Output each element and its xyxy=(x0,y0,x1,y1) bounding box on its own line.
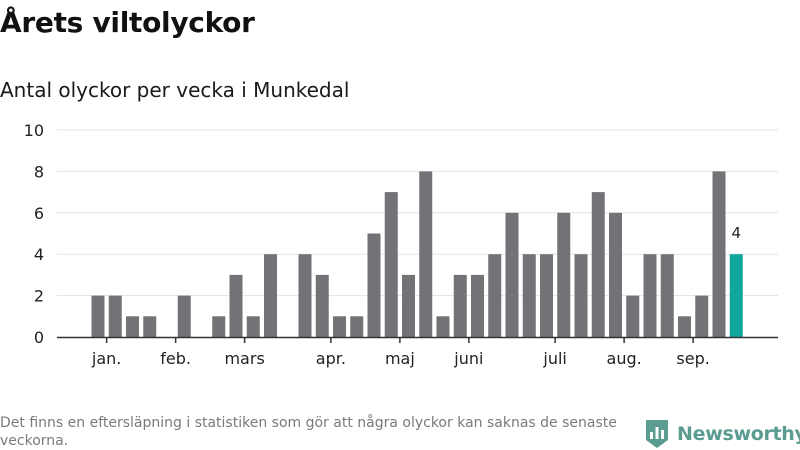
brand-name: Newsworthy xyxy=(677,423,800,445)
bar xyxy=(367,233,381,337)
bar xyxy=(540,254,553,337)
x-tick-label: feb. xyxy=(160,349,191,368)
bar-highlight xyxy=(729,254,743,337)
x-tick-labels: jan. feb. mars apr. maj juni juli aug. sep. xyxy=(91,337,710,368)
bar xyxy=(143,316,157,337)
bar xyxy=(229,274,243,337)
bar xyxy=(350,316,364,337)
bar xyxy=(436,316,450,337)
data-label-highlight: 4 xyxy=(731,224,741,242)
y-tick-label: 0 xyxy=(34,328,44,347)
bar xyxy=(574,254,588,337)
bar xyxy=(91,295,105,337)
y-tick-label: 10 xyxy=(24,121,44,140)
x-tick-label: juni xyxy=(453,349,483,368)
footnote: Det finns en eftersläpning i statistiken… xyxy=(0,415,617,449)
chart-title: Årets viltolyckor xyxy=(0,6,255,39)
bar xyxy=(712,171,726,337)
bar xyxy=(419,171,433,337)
bar xyxy=(315,274,329,337)
x-tick-label: aug. xyxy=(607,349,642,368)
bar xyxy=(643,254,657,337)
bar xyxy=(298,254,312,337)
bar xyxy=(591,192,605,337)
bar-chart: 0 2 4 6 8 10 jan. feb. mars apr. maj juni juli aug. s… xyxy=(24,121,778,368)
y-tick-label: 6 xyxy=(34,204,44,223)
bar xyxy=(488,254,502,337)
bar xyxy=(505,212,519,337)
x-tick-label: apr. xyxy=(316,349,346,368)
y-tick-label: 2 xyxy=(34,287,44,306)
bar xyxy=(212,316,226,337)
bar xyxy=(471,274,484,337)
bar xyxy=(246,316,260,337)
x-tick-label: juli xyxy=(542,349,566,368)
bar xyxy=(626,295,640,337)
bar xyxy=(453,274,467,337)
brand[interactable]: Newsworthy xyxy=(645,419,800,449)
bar xyxy=(609,212,622,337)
bar xyxy=(264,254,277,337)
bar xyxy=(522,254,536,337)
chart-subtitle: Antal olyckor per vecka i Munkedal xyxy=(0,78,350,102)
x-tick-label: maj xyxy=(385,349,415,368)
bar xyxy=(695,295,709,337)
x-tick-label: mars xyxy=(224,349,264,368)
bars xyxy=(91,171,743,337)
newsworthy-logo-icon xyxy=(646,420,668,448)
y-tick-labels: 0 2 4 6 8 10 xyxy=(24,121,44,347)
bar xyxy=(333,316,346,337)
x-tick-label: sep. xyxy=(676,349,709,368)
bar xyxy=(384,192,398,337)
y-tick-label: 8 xyxy=(34,162,44,181)
data-labels: 4 xyxy=(731,224,741,242)
x-tick-label: jan. xyxy=(91,349,121,368)
bar xyxy=(557,212,571,337)
bar xyxy=(108,295,122,337)
bar xyxy=(402,274,415,337)
y-grid xyxy=(57,129,778,297)
bar xyxy=(660,254,674,337)
bar xyxy=(177,295,191,337)
bar xyxy=(126,316,139,337)
y-tick-label: 4 xyxy=(34,245,44,264)
bar xyxy=(678,316,691,337)
